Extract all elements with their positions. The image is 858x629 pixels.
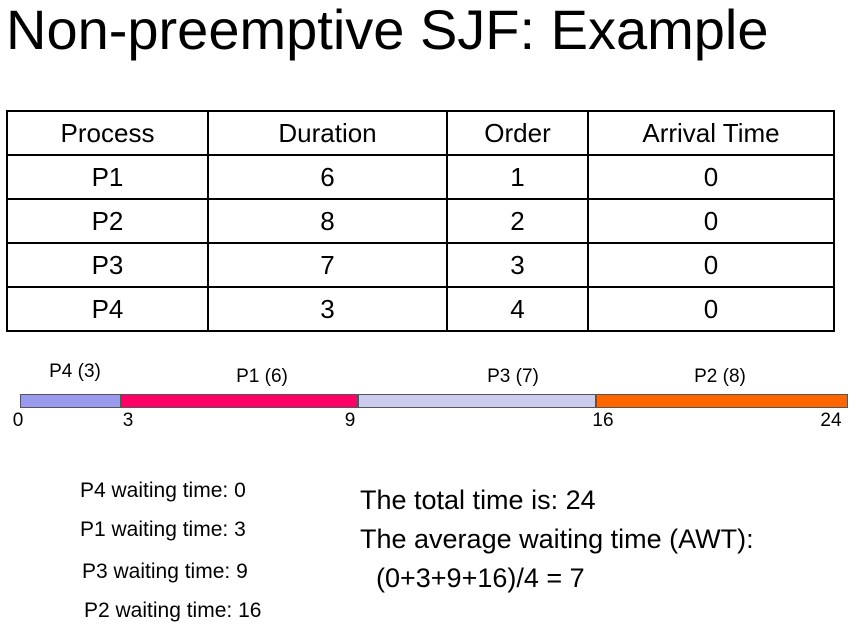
table-row: P2 8 2 0 xyxy=(6,198,835,244)
gantt-bar-p3 xyxy=(358,394,596,408)
header-duration: Duration xyxy=(207,110,448,156)
cell-order: 1 xyxy=(446,154,589,200)
gantt-bar-p2 xyxy=(596,394,848,408)
waiting-time-p4: P4 waiting time: 0 xyxy=(80,479,246,502)
cell-duration: 7 xyxy=(207,242,448,288)
gantt-label-p3: P3 (7) xyxy=(487,366,539,387)
process-table: Process Duration Order Arrival Time P1 6… xyxy=(6,110,835,332)
cell-duration: 6 xyxy=(207,154,448,200)
header-arrival-time: Arrival Time xyxy=(587,110,835,156)
waiting-time-p1: P1 waiting time: 3 xyxy=(80,518,246,541)
cell-arrival: 0 xyxy=(587,242,835,288)
awt-label: The average waiting time (AWT): xyxy=(360,524,754,554)
gantt-tick-9: 9 xyxy=(344,410,356,431)
cell-duration: 3 xyxy=(207,286,448,332)
cell-process: P4 xyxy=(6,286,209,332)
cell-arrival: 0 xyxy=(587,286,835,332)
total-time-text: The total time is: 24 xyxy=(360,485,596,515)
gantt-label-p4: P4 (3) xyxy=(49,361,101,382)
cell-process: P1 xyxy=(6,154,209,200)
gantt-label-p1: P1 (6) xyxy=(236,366,288,387)
cell-arrival: 0 xyxy=(587,198,835,244)
table-row: P4 3 4 0 xyxy=(6,286,835,332)
gantt-bar-p1 xyxy=(121,394,358,408)
cell-order: 2 xyxy=(446,198,589,244)
table-row: P3 7 3 0 xyxy=(6,242,835,288)
slide-title: Non-preemptive SJF: Example xyxy=(6,0,769,61)
gantt-tick-3: 3 xyxy=(122,410,134,431)
header-order: Order xyxy=(446,110,589,156)
cell-process: P2 xyxy=(6,198,209,244)
gantt-tick-24: 24 xyxy=(820,410,842,431)
gantt-tick-16: 16 xyxy=(592,410,614,431)
table-row: P1 6 1 0 xyxy=(6,154,835,200)
header-process: Process xyxy=(6,110,209,156)
gantt-bar-p4 xyxy=(20,394,121,408)
cell-order: 4 xyxy=(446,286,589,332)
cell-duration: 8 xyxy=(207,198,448,244)
gantt-tick-0: 0 xyxy=(12,410,24,431)
waiting-time-p3: P3 waiting time: 9 xyxy=(82,560,248,583)
cell-process: P3 xyxy=(6,242,209,288)
cell-arrival: 0 xyxy=(587,154,835,200)
table-header-row: Process Duration Order Arrival Time xyxy=(6,110,835,156)
gantt-label-p2: P2 (8) xyxy=(694,366,746,387)
awt-formula: (0+3+9+16)/4 = 7 xyxy=(376,563,585,593)
cell-order: 3 xyxy=(446,242,589,288)
waiting-time-p2: P2 waiting time: 16 xyxy=(84,599,262,622)
